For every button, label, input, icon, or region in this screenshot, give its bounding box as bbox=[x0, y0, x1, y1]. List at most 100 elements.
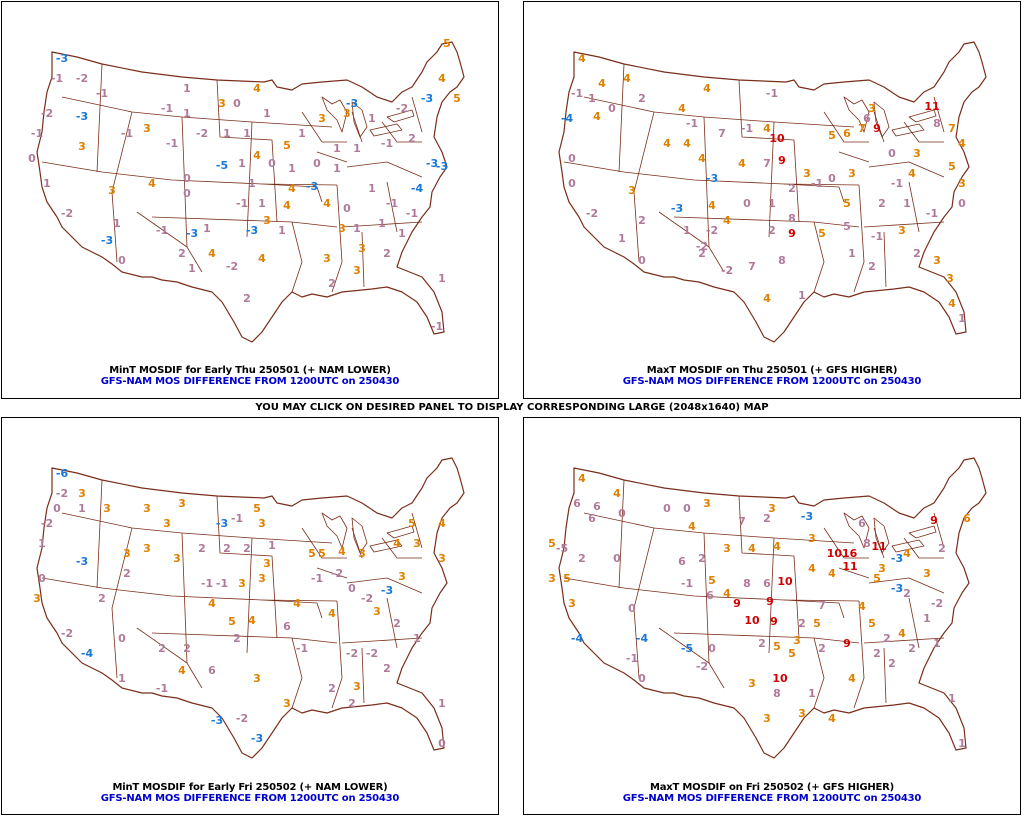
station-value: 5 bbox=[843, 220, 851, 233]
state-border bbox=[361, 231, 365, 288]
state-border bbox=[633, 111, 655, 193]
station-value: 1 bbox=[378, 217, 386, 230]
panel-mint-fri[interactable]: -6 -2 3 0 3 1 -2 3 3 -3 1 0 3 -2 3 3 3 -3 -1 5 3 3 2 2 2 1 3 2 2 -1 -1… bbox=[1, 417, 499, 815]
station-value: 1 bbox=[298, 127, 306, 140]
panel-maxt-fri[interactable]: 4 6 6 6 4 0 5 -5 5 3 3 -4 0 0 3 4 7 2 3 -3 0 2 6 2 3 4 4 3 1016 11 8 11… bbox=[523, 417, 1021, 815]
station-value: -3 bbox=[76, 110, 88, 123]
station-value: 1 bbox=[238, 157, 246, 170]
station-value: 1 bbox=[38, 537, 46, 550]
station-value: 3 bbox=[958, 177, 966, 190]
station-value: 4 bbox=[283, 199, 291, 212]
station-value: 9 bbox=[778, 154, 786, 167]
station-value: 4 bbox=[328, 607, 336, 620]
station-value: 9 bbox=[770, 615, 778, 628]
station-value: 2 bbox=[183, 642, 191, 655]
station-value: -2 bbox=[236, 712, 248, 725]
state-border bbox=[381, 121, 422, 143]
station-value: 5 bbox=[548, 537, 556, 550]
panel-mint-thu[interactable]: -3 -1 -2 -1 -2 -3 -1 3 -1 3 -1 1 -1 1 3 0 4 1 -2 1 1 0 1 -2 3 4 0 0… bbox=[1, 1, 499, 399]
station-value: 4 bbox=[623, 72, 631, 85]
station-value: -2 bbox=[196, 127, 208, 140]
station-value: 7 bbox=[948, 122, 956, 135]
station-value: 3 bbox=[238, 577, 246, 590]
station-value: 5 bbox=[253, 502, 261, 515]
station-value: 7 bbox=[818, 599, 826, 612]
station-value: 6 bbox=[283, 620, 291, 633]
state-border bbox=[813, 221, 825, 293]
station-value: 0 bbox=[118, 254, 126, 267]
station-value: 2 bbox=[883, 632, 891, 645]
station-value: 5 bbox=[443, 37, 451, 50]
station-value: 0 bbox=[53, 502, 61, 515]
station-value: 11 bbox=[924, 100, 939, 113]
station-value: 7 bbox=[748, 260, 756, 273]
station-value: 1 bbox=[958, 737, 966, 750]
state-border bbox=[96, 63, 103, 173]
station-value: 3 bbox=[338, 222, 346, 235]
state-border bbox=[151, 216, 338, 228]
station-value: 9 bbox=[843, 637, 851, 650]
station-value: -2 bbox=[331, 567, 343, 580]
station-value: 9 bbox=[788, 227, 796, 240]
station-value: 3 bbox=[123, 547, 131, 560]
great-lake bbox=[843, 512, 870, 549]
station-value: -3 bbox=[426, 157, 438, 170]
station-value: 4 bbox=[598, 77, 606, 90]
station-value: -1 bbox=[386, 197, 398, 210]
panel-title: MinT MOSDIF for Early Thu 250501 (+ NAM … bbox=[109, 365, 391, 376]
station-value: -1 bbox=[381, 137, 393, 150]
station-value: 1 bbox=[263, 107, 271, 120]
station-value: -2 bbox=[721, 264, 733, 277]
station-value: -1 bbox=[926, 207, 938, 220]
station-value: 3 bbox=[78, 487, 86, 500]
station-value: 1016 bbox=[827, 547, 858, 560]
state-border bbox=[181, 116, 188, 248]
station-value: -2 bbox=[346, 647, 358, 660]
station-value: 1 bbox=[278, 224, 286, 237]
station-value: 4 bbox=[253, 149, 261, 162]
us-map-outline bbox=[36, 41, 465, 343]
great-lake bbox=[321, 96, 348, 133]
station-value: -3 bbox=[306, 180, 318, 193]
panel-maxt-thu[interactable]: 4 -1 4 -4 4 0 4 1 2 4 4 -1 4 4 0 0 -2 3 4 7 -1 4 10 -1 9 4 7 5 6 7 3 6 9… bbox=[523, 1, 1021, 399]
station-value: 9 bbox=[930, 514, 938, 527]
panel-subtitle: GFS-NAM MOS DIFFERENCE FROM 1200UTC on 2… bbox=[622, 376, 922, 387]
station-value: 3 bbox=[933, 254, 941, 267]
state-border bbox=[673, 632, 860, 644]
station-value: -3 bbox=[801, 510, 813, 523]
station-value: 3 bbox=[748, 677, 756, 690]
great-lake bbox=[843, 96, 870, 133]
station-value: -6 bbox=[56, 467, 69, 480]
station-value: 3 bbox=[628, 184, 636, 197]
station-value: 3 bbox=[923, 567, 931, 580]
state-border bbox=[783, 599, 845, 619]
station-value: 3 bbox=[358, 547, 366, 560]
great-lake bbox=[369, 539, 403, 553]
station-value: 1 bbox=[258, 197, 266, 210]
station-value: -4 bbox=[571, 632, 584, 645]
station-value: 1 bbox=[438, 272, 446, 285]
station-value: 2 bbox=[383, 662, 391, 675]
state-border bbox=[346, 577, 423, 594]
station-value: 0 bbox=[38, 572, 46, 585]
state-border bbox=[246, 537, 253, 654]
station-value: -3 bbox=[671, 202, 683, 215]
station-value: 1 bbox=[248, 177, 256, 190]
state-border bbox=[261, 183, 323, 203]
station-value: 3 bbox=[143, 502, 151, 515]
station-value: 1 bbox=[923, 612, 931, 625]
station-value: -1 bbox=[891, 177, 903, 190]
station-value: 3 bbox=[848, 167, 856, 180]
state-border bbox=[783, 183, 845, 203]
station-value: -3 bbox=[101, 234, 113, 247]
station-value: 4 bbox=[208, 597, 216, 610]
station-value: 3 bbox=[253, 672, 261, 685]
station-value: 0 bbox=[708, 642, 716, 655]
state-border bbox=[883, 231, 887, 288]
state-border bbox=[908, 597, 920, 649]
station-value: -1 bbox=[681, 577, 693, 590]
station-value: 2 bbox=[758, 637, 766, 650]
station-value: 3 bbox=[353, 264, 361, 277]
station-value: 3 bbox=[263, 214, 271, 227]
station-value: -1 bbox=[166, 137, 178, 150]
